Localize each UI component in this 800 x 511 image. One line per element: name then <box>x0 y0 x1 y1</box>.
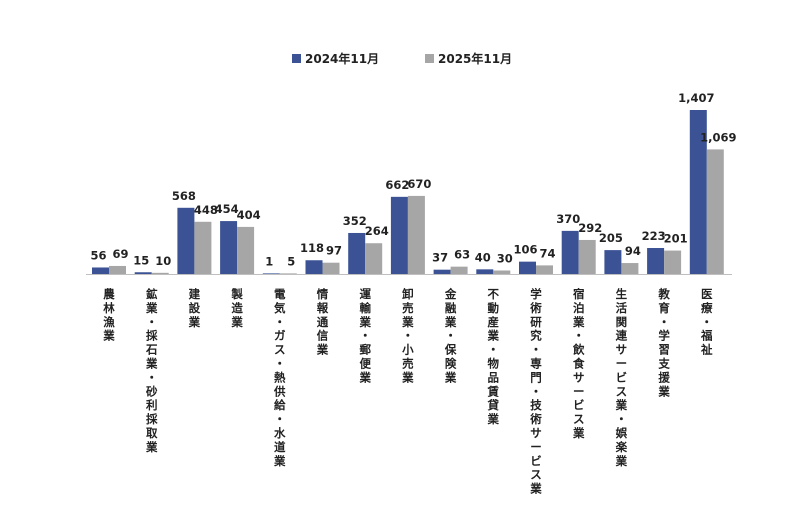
value-label-2025-5: 97 <box>326 244 342 258</box>
bar-2024-10 <box>519 261 536 274</box>
value-label-2024-12: 205 <box>599 231 623 245</box>
bar-2024-13 <box>647 248 665 274</box>
legend-label-2: 2025年11月 <box>438 51 512 66</box>
bar-2025-14 <box>706 149 724 274</box>
bar-2025-5 <box>322 262 340 274</box>
bar-2025-1 <box>151 272 169 274</box>
category-label-14: 医療・福祉 <box>700 287 713 357</box>
value-label-2025-2: 448 <box>194 203 218 217</box>
value-label-2024-8: 37 <box>432 251 448 265</box>
category-label-5: 情報通信業 <box>316 287 329 357</box>
value-label-2025-13: 201 <box>664 232 688 246</box>
bar-2024-6 <box>348 232 366 274</box>
legend-swatch-2 <box>425 54 434 63</box>
value-label-2024-4: 1 <box>265 254 273 268</box>
legend-swatch-1 <box>292 54 301 63</box>
category-label-8: 金融業・保険業 <box>444 287 457 384</box>
value-label-2025-7: 670 <box>407 177 431 191</box>
value-label-2024-2: 568 <box>172 189 196 203</box>
bar-2024-8 <box>433 269 451 274</box>
legend: 2024年11月 2025年11月 <box>292 51 512 66</box>
category-label-3: 製造業 <box>230 287 243 329</box>
bar-2025-3 <box>237 226 255 274</box>
bar-2024-11 <box>561 230 579 274</box>
value-label-2025-3: 404 <box>237 208 261 222</box>
bar-2024-7 <box>390 196 408 274</box>
bar-2025-7 <box>407 195 425 274</box>
bar-2025-11 <box>578 239 596 274</box>
bar-2024-0 <box>92 267 109 274</box>
value-label-2024-10: 106 <box>513 243 537 257</box>
value-label-2024-9: 40 <box>475 250 491 264</box>
bar-2024-9 <box>476 269 494 274</box>
bar-2024-2 <box>177 207 195 274</box>
category-label-7: 卸売業・小売業 <box>401 287 414 384</box>
bar-2025-4 <box>279 273 297 274</box>
category-label-12: 生活関連サービス業・娯楽業 <box>615 287 628 468</box>
bars <box>92 110 724 274</box>
value-label-2025-4: 5 <box>287 254 295 268</box>
category-label-11: 宿泊業・飲食サービス業 <box>572 287 585 440</box>
bar-2024-12 <box>604 250 622 274</box>
bar-2025-0 <box>109 265 126 274</box>
value-label-2024-1: 15 <box>133 253 149 267</box>
category-label-6: 運輸業・郵便業 <box>358 287 371 384</box>
value-label-2024-7: 662 <box>385 178 409 192</box>
value-label-2025-14: 1,069 <box>700 130 736 144</box>
value-label-2025-0: 69 <box>112 247 128 261</box>
value-label-2024-3: 454 <box>215 202 239 216</box>
category-label-9: 不動産業・物品賃貸業 <box>487 287 500 426</box>
legend-label-1: 2024年11月 <box>305 51 379 66</box>
bar-2024-5 <box>305 260 323 274</box>
value-label-2024-11: 370 <box>556 212 580 226</box>
bar-2025-9 <box>493 270 511 274</box>
bar-2025-10 <box>536 265 553 274</box>
bar-2025-8 <box>450 266 468 274</box>
value-label-2024-0: 56 <box>90 248 106 262</box>
value-label-2024-6: 352 <box>343 214 367 228</box>
value-label-2024-13: 223 <box>642 229 666 243</box>
bar-2024-14 <box>689 110 707 274</box>
category-label-10: 学術研究・専門・技術サービス業 <box>529 287 542 496</box>
category-label-4: 電気・ガス・熱供給・水道業 <box>273 287 286 468</box>
bar-2024-4 <box>262 273 280 274</box>
value-label-2025-6: 264 <box>365 224 389 238</box>
category-label-0: 農林漁業 <box>102 287 115 343</box>
category-labels: 農林漁業 鉱業・採石業・砂利採取業 建設業 製造業 電気・ガス・熱供給・水道業 情報通信業… <box>102 287 713 496</box>
value-label-2025-12: 94 <box>625 244 641 258</box>
bar-2025-12 <box>621 263 639 274</box>
value-label-2024-5: 118 <box>300 241 324 255</box>
value-label-2024-14: 1,407 <box>678 91 714 105</box>
bar-2025-6 <box>365 243 383 274</box>
bar-2025-13 <box>664 250 682 274</box>
bar-2024-3 <box>220 221 238 274</box>
value-label-2025-8: 63 <box>454 248 470 262</box>
bar-2024-1 <box>134 272 152 274</box>
value-label-2025-9: 30 <box>497 252 513 266</box>
bar-2025-2 <box>194 221 212 274</box>
value-label-2025-1: 10 <box>155 254 171 268</box>
value-label-2025-11: 292 <box>578 221 602 235</box>
category-label-13: 教育・学習支援業 <box>657 287 670 398</box>
category-label-2: 建設業 <box>188 287 201 329</box>
value-label-2025-10: 74 <box>539 246 555 260</box>
category-label-1: 鉱業・採石業・砂利採取業 <box>145 287 158 454</box>
